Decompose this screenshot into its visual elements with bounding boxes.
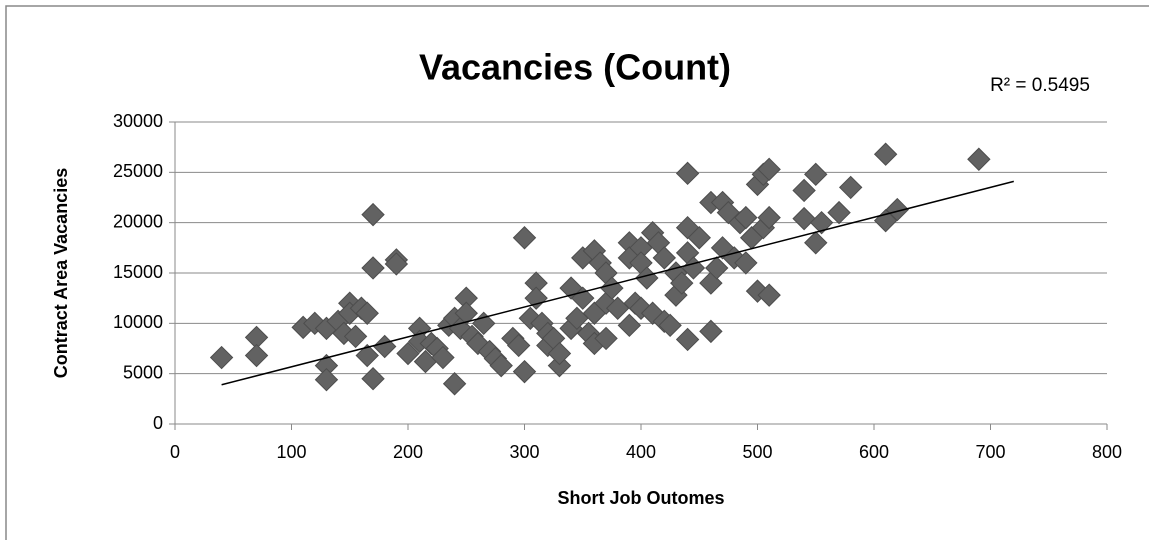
y-tick-label: 20000 (113, 211, 163, 231)
point (466, 331, 490, 356)
point (757, 205, 781, 230)
point (512, 226, 537, 250)
point (734, 205, 758, 230)
x-tick-label: 0 (170, 442, 180, 462)
x-tick-label: 300 (509, 442, 539, 462)
point (361, 256, 385, 280)
point (314, 367, 339, 392)
point (675, 161, 700, 186)
point (442, 372, 467, 396)
point (454, 301, 478, 325)
point (547, 353, 572, 378)
y-tick-label: 5000 (123, 362, 163, 382)
y-tick-label: 10000 (113, 312, 163, 332)
point (827, 200, 851, 225)
point (838, 175, 863, 200)
y-tick-label: 25000 (113, 161, 163, 181)
point (792, 178, 816, 203)
point (431, 345, 455, 370)
point (617, 313, 642, 338)
point (675, 327, 700, 352)
x-tick-label: 800 (1092, 442, 1122, 462)
point (967, 147, 991, 171)
x-tick-label: 200 (393, 442, 423, 462)
x-tick-label: 400 (626, 442, 656, 462)
point (209, 345, 234, 370)
r-squared: R² = 0.5495 (990, 75, 1090, 96)
point (804, 162, 828, 187)
x-tick-label: 700 (975, 442, 1005, 462)
point (734, 251, 758, 275)
point (343, 324, 368, 349)
point (384, 252, 409, 276)
point (355, 301, 379, 325)
point (512, 359, 537, 384)
chart-title: Vacancies (Count) (419, 47, 731, 88)
trendline (221, 180, 1014, 386)
point (699, 319, 723, 344)
y-tick-label: 30000 (113, 111, 163, 131)
point (396, 341, 420, 366)
point (547, 341, 572, 366)
point (489, 353, 513, 378)
point (244, 343, 269, 368)
x-tick-label: 100 (276, 442, 306, 462)
point (594, 326, 618, 351)
x-tick-label: 600 (859, 442, 889, 462)
point (804, 231, 828, 255)
point (506, 333, 531, 358)
point (757, 157, 781, 182)
point (361, 366, 385, 391)
point (670, 271, 694, 295)
point (873, 142, 898, 166)
y-tick-label: 15000 (113, 262, 163, 282)
x-axis-label: Short Job Outomes (557, 488, 724, 508)
point (705, 256, 729, 280)
point (658, 313, 682, 338)
point (652, 246, 677, 270)
y-tick-label: 0 (153, 413, 163, 433)
point (687, 226, 711, 250)
point (809, 210, 834, 235)
point (640, 301, 665, 325)
point (885, 197, 910, 222)
y-axis-label: Contract Area Vacancies (51, 168, 71, 378)
point (757, 283, 781, 307)
point (524, 286, 548, 310)
point (873, 208, 898, 233)
point (361, 202, 385, 227)
point (355, 343, 379, 368)
x-tick-label: 500 (742, 442, 772, 462)
point (792, 206, 816, 231)
